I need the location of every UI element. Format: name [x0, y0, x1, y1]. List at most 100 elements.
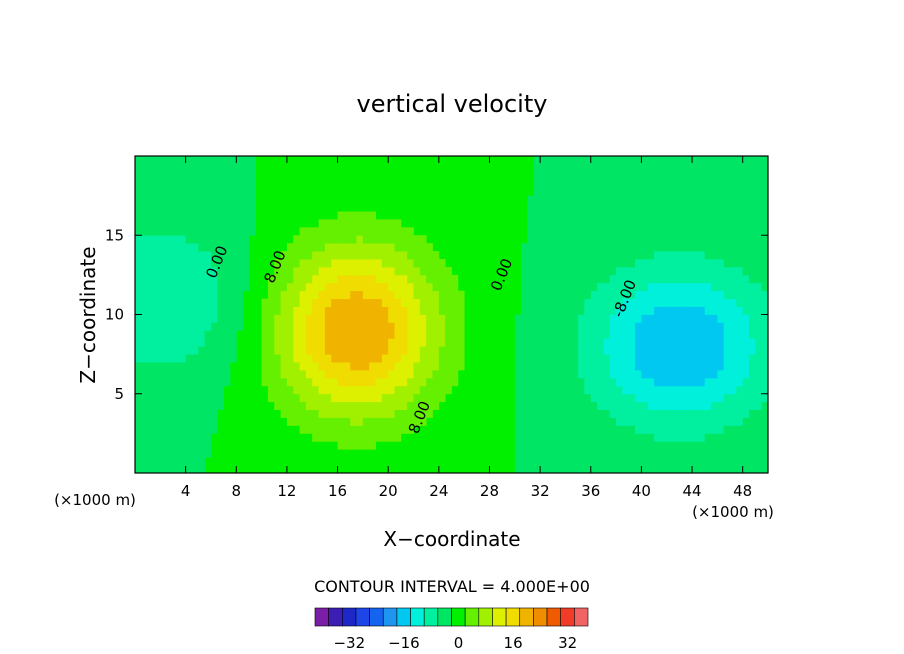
field-cell [318, 243, 326, 252]
field-cell [736, 457, 744, 466]
field-cell [533, 211, 541, 220]
field-cell [305, 362, 313, 371]
field-cell [438, 314, 446, 323]
field-cell [172, 235, 180, 244]
field-cell [318, 377, 326, 387]
field-cell [685, 235, 693, 244]
field-cell [293, 338, 300, 347]
field-cell [571, 425, 579, 434]
field-cell [749, 369, 756, 379]
field-cell [533, 425, 541, 434]
field-cell [742, 171, 750, 181]
field-cell [755, 393, 763, 403]
field-cell [217, 393, 225, 403]
field-cell [445, 266, 452, 276]
field-cell [198, 306, 206, 315]
field-cell [749, 266, 756, 276]
field-cell [704, 298, 712, 307]
field-cell [647, 425, 655, 434]
field-cell [280, 322, 288, 331]
field-cell [565, 251, 573, 260]
field-cell [305, 409, 313, 418]
field-cell [679, 465, 687, 474]
field-cell [185, 369, 193, 379]
field-cell [356, 282, 364, 292]
field-cell [679, 211, 687, 220]
field-cell [153, 417, 161, 426]
field-cell [755, 266, 763, 276]
field-cell [723, 346, 731, 355]
field-cell [736, 346, 744, 355]
field-cell [666, 259, 674, 268]
field-cell [223, 227, 231, 236]
field-cell [318, 330, 326, 339]
field-cell [597, 393, 604, 403]
field-cell [179, 393, 187, 403]
field-cell [565, 282, 573, 292]
field-cell [730, 354, 737, 363]
field-cell [552, 417, 560, 426]
field-cell [160, 259, 168, 268]
field-cell [666, 314, 674, 323]
field-cell [761, 409, 769, 418]
field-cell [597, 354, 604, 363]
field-cell [419, 393, 427, 403]
field-cell [236, 322, 244, 331]
field-cell [198, 227, 206, 236]
field-cell [381, 306, 389, 315]
field-cell [166, 163, 174, 173]
field-cell [153, 330, 161, 339]
field-cell [210, 417, 218, 426]
field-cell [407, 330, 414, 339]
field-cell [160, 251, 168, 260]
field-cell [723, 187, 731, 197]
field-cell [660, 156, 668, 165]
field-cell [736, 227, 744, 236]
field-cell [685, 282, 693, 292]
field-cell [236, 227, 244, 236]
field-cell [711, 338, 718, 347]
field-cell [723, 195, 731, 204]
field-cell [204, 441, 212, 450]
field-cell [749, 211, 756, 220]
field-cell [375, 251, 383, 260]
field-cell [153, 243, 161, 252]
field-cell [381, 219, 389, 228]
x-tick-label: 20 [379, 482, 398, 500]
field-cell [438, 290, 446, 300]
field-cell [603, 259, 611, 268]
field-cell [552, 385, 560, 395]
field-cell [654, 338, 661, 347]
field-cell [198, 163, 206, 173]
field-cell [160, 266, 168, 276]
field-cell [533, 195, 541, 204]
field-cell [584, 346, 592, 355]
field-cell [723, 163, 731, 173]
field-cell [185, 266, 193, 276]
y-tick-label: 5 [114, 385, 124, 403]
field-cell [280, 298, 288, 307]
field-cell [267, 314, 275, 323]
field-cell [419, 282, 427, 292]
field-cell [761, 369, 769, 379]
field-cell [749, 235, 756, 244]
field-cell [147, 465, 155, 474]
field-cell [141, 409, 149, 418]
field-cell [267, 385, 275, 395]
field-cell [761, 298, 769, 307]
field-cell [647, 433, 655, 442]
field-cell [603, 314, 611, 323]
field-cell [597, 179, 604, 189]
y-axis-label: Z−coordinate [76, 246, 100, 383]
field-cell [293, 393, 300, 403]
field-cell [400, 354, 408, 363]
field-cell [217, 338, 225, 347]
field-cell [616, 274, 623, 284]
field-cell [236, 282, 244, 292]
field-cell [394, 227, 402, 236]
field-cell [755, 195, 763, 204]
field-cell [616, 171, 623, 181]
field-cell [217, 322, 225, 331]
field-cell [546, 338, 554, 347]
field-cell [527, 385, 535, 395]
